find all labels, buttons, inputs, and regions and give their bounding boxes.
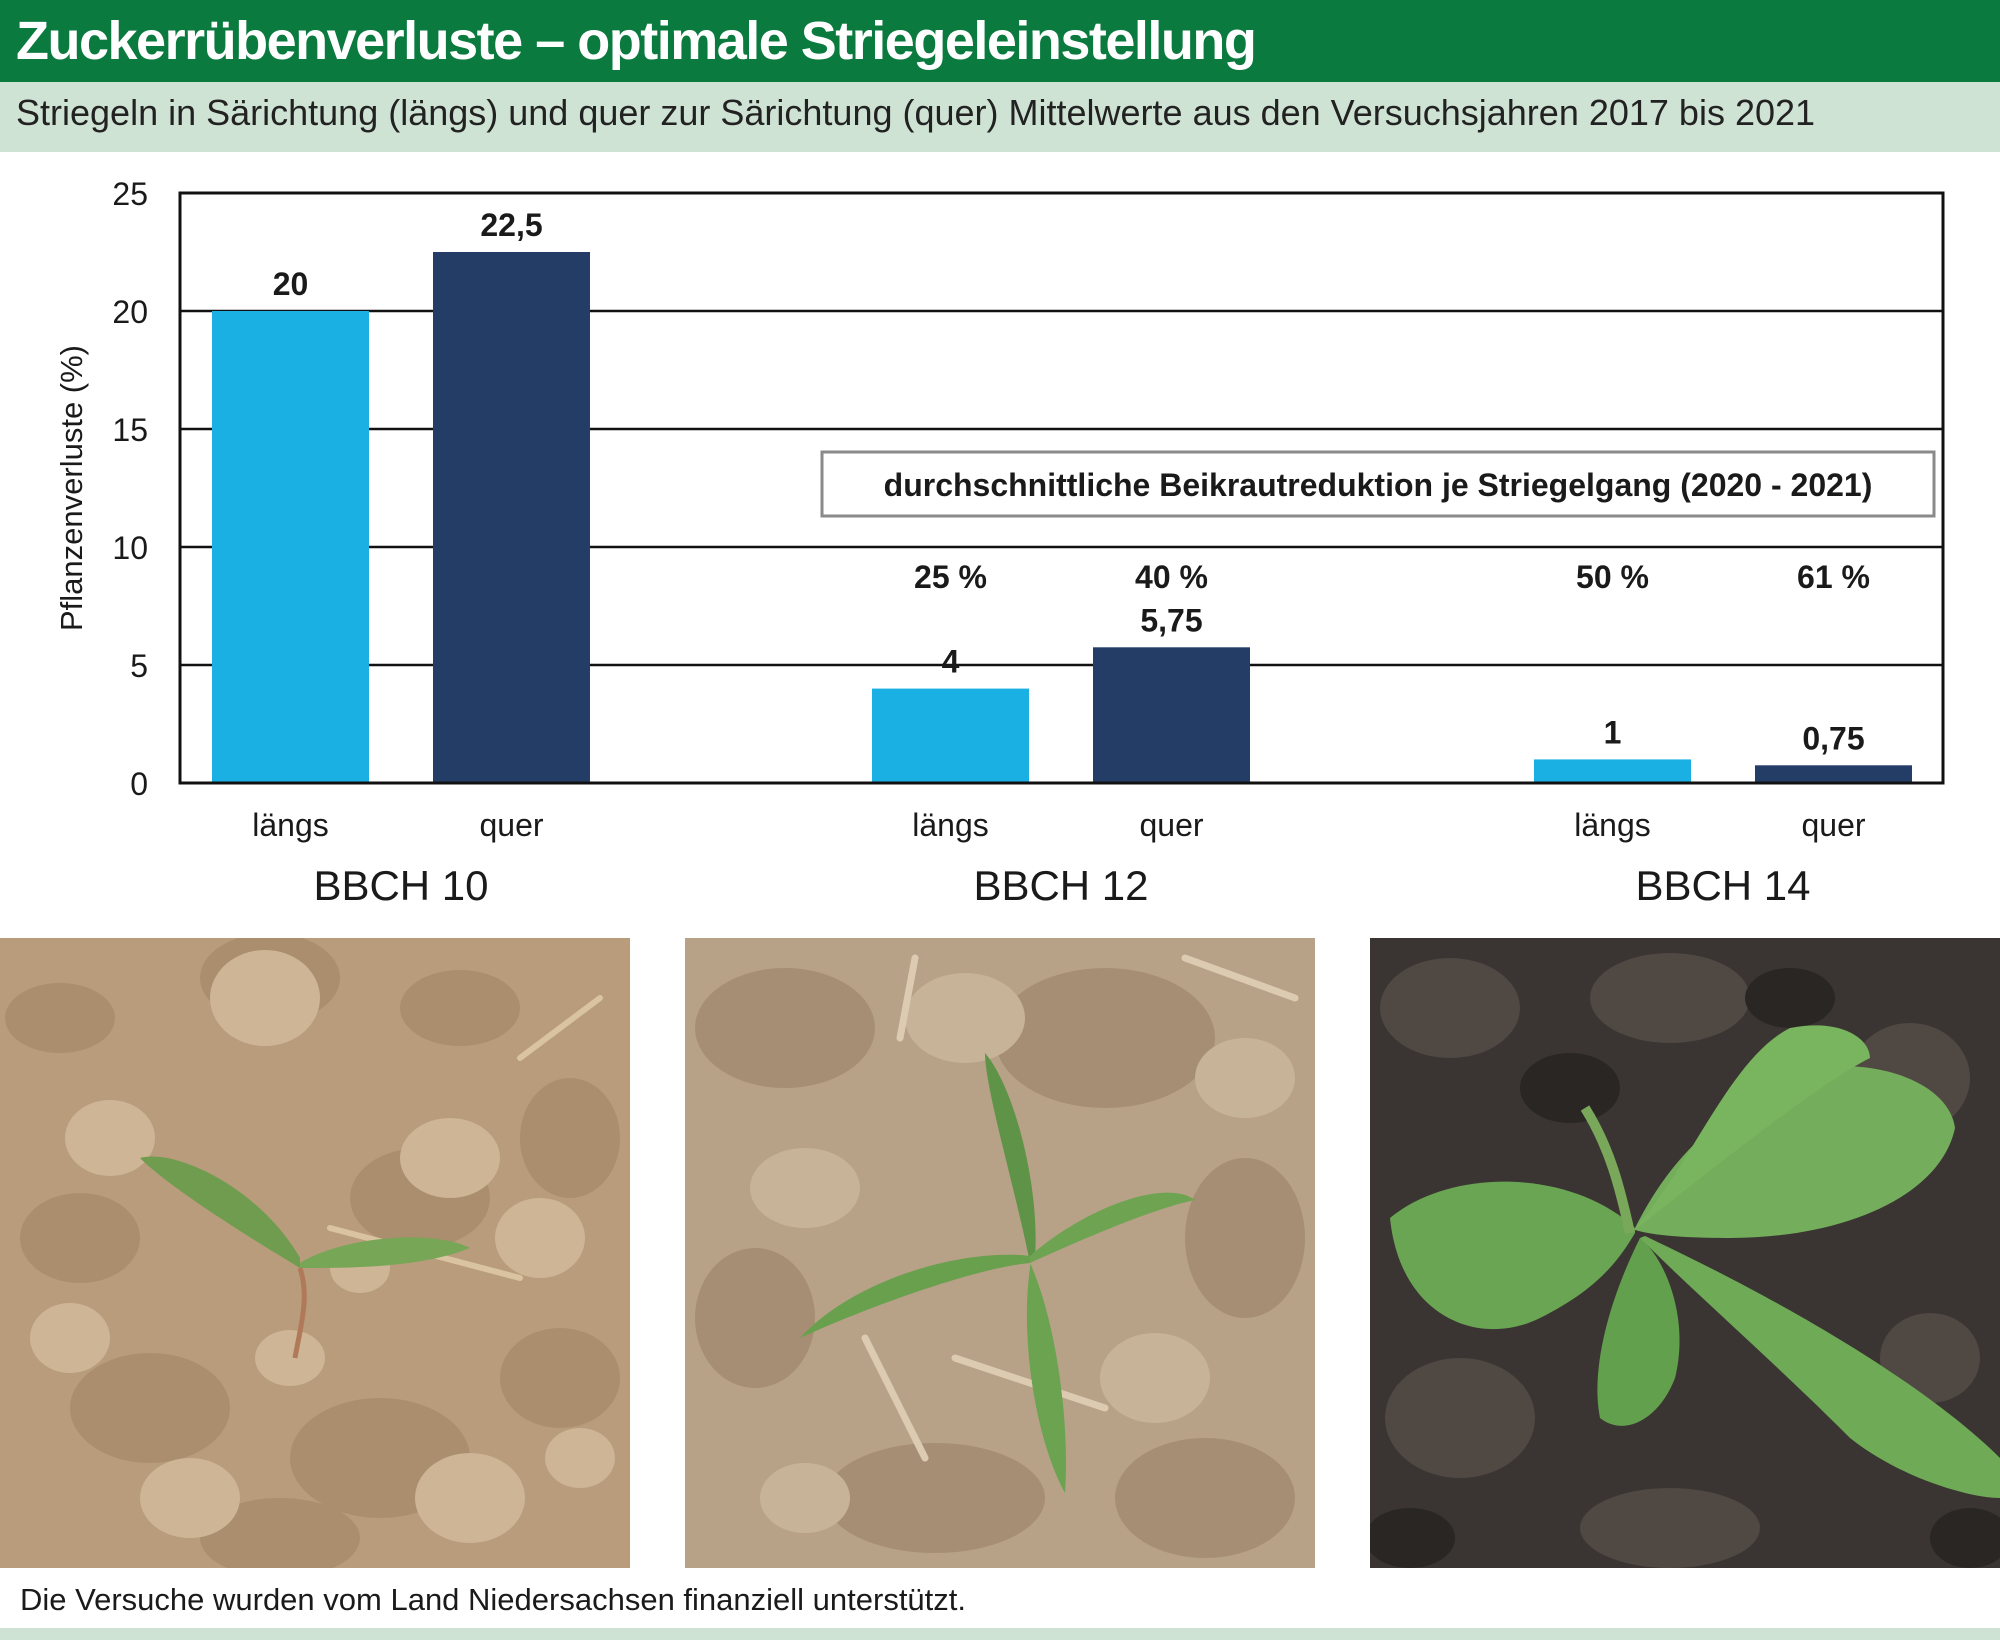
bar	[1534, 759, 1691, 783]
title-bar	[0, 0, 2000, 82]
sugar-beet-seedling-bbch10-photo	[0, 938, 630, 1568]
weed-reduction-label: 61 %	[1797, 559, 1870, 595]
x-category-label: quer	[1801, 807, 1865, 843]
weed-reduction-label: 50 %	[1576, 559, 1649, 595]
sugar-beet-seedling-bbch12-photo	[685, 938, 1315, 1568]
bar-value-label: 0,75	[1802, 720, 1864, 756]
bar-value-label: 20	[273, 266, 309, 302]
photo-bbch14	[1370, 938, 2000, 1568]
bar-value-label: 22,5	[480, 207, 542, 243]
bar	[212, 311, 369, 783]
photo-bbch12	[685, 938, 1315, 1568]
bar	[433, 252, 590, 783]
bar	[1755, 765, 1912, 783]
plot-frame	[178, 191, 1945, 785]
x-category-label: längs	[912, 807, 989, 843]
y-tick-label: 5	[130, 648, 148, 684]
bar-value-label: 5,75	[1140, 602, 1202, 638]
x-category-label: quer	[1139, 807, 1203, 843]
group-label: BBCH 10	[313, 862, 488, 909]
y-axis-label: Pflanzenverluste (%)	[54, 345, 89, 631]
x-category-label: längs	[252, 807, 329, 843]
page-title: Zuckerrübenverluste – optimale Striegele…	[16, 11, 1257, 71]
bar-value-label: 1	[1604, 714, 1622, 750]
sugar-beet-seedling-bbch14-photo	[1370, 938, 2000, 1568]
weed-reduction-label: 40 %	[1135, 559, 1208, 595]
y-tick-label: 0	[130, 766, 148, 802]
x-category-label: längs	[1574, 807, 1651, 843]
bar	[1093, 647, 1250, 783]
photo-bbch10	[0, 938, 630, 1568]
annotation-text: durchschnittliche Beikrautreduktion je S…	[884, 467, 1873, 503]
group-label: BBCH 12	[973, 862, 1148, 909]
bottom-rule	[0, 1628, 2000, 1640]
footnote: Die Versuche wurden vom Land Niedersachs…	[20, 1582, 967, 1617]
y-tick-label: 20	[112, 294, 148, 330]
bar	[872, 688, 1029, 783]
weed-reduction-label: 25 %	[914, 559, 987, 595]
x-category-label: quer	[479, 807, 543, 843]
annotation-box	[820, 450, 1936, 518]
bar-value-label: 4	[942, 644, 960, 680]
y-tick-label: 15	[112, 412, 148, 448]
y-tick-label: 10	[112, 530, 148, 566]
bar-chart: 0 5 10 15 20 25 Pflanzenverluste (%) 20 längs 22,…	[54, 176, 1945, 909]
y-tick-label: 25	[112, 176, 148, 212]
group-label: BBCH 14	[1635, 862, 1810, 909]
page-subtitle: Striegeln in Särichtung (längs) und quer…	[16, 92, 1816, 133]
subtitle-band	[0, 82, 2000, 152]
